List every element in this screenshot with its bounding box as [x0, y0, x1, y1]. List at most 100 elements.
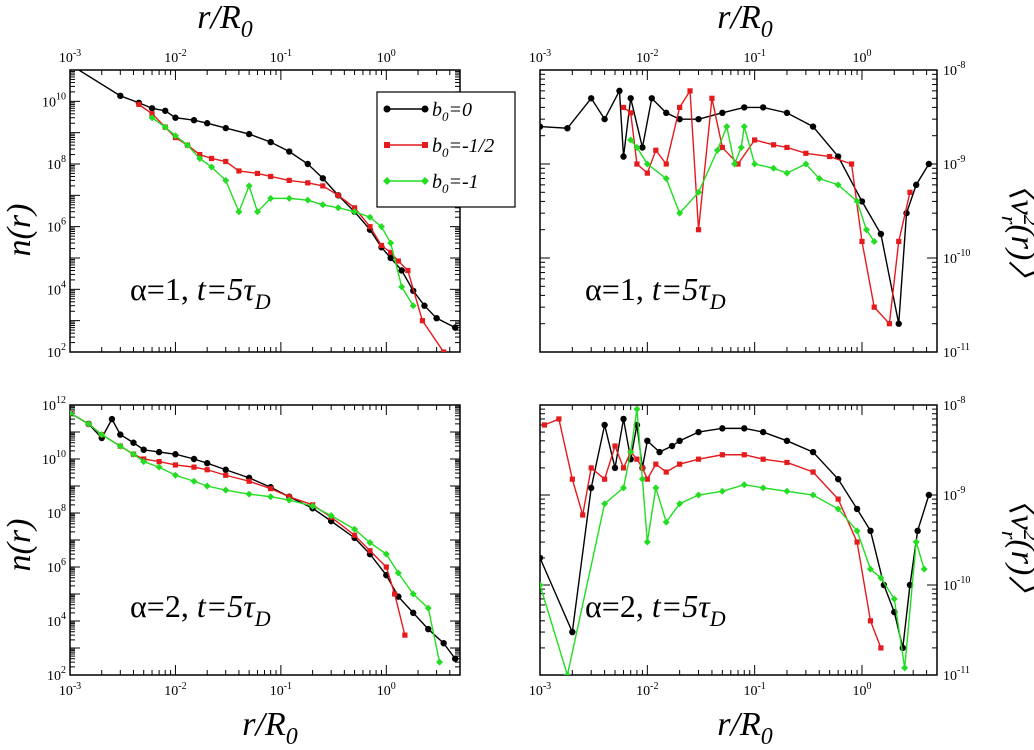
data-point: [663, 469, 669, 475]
x-tick-label-top: 10-1: [270, 48, 292, 66]
y-tick-label: 10-11: [943, 342, 970, 361]
data-point: [580, 512, 586, 518]
data-point: [862, 226, 870, 234]
data-point: [409, 590, 417, 598]
data-point: [563, 671, 571, 675]
data-point: [648, 95, 655, 102]
data-point: [148, 114, 156, 122]
data-point: [203, 459, 211, 467]
data-point: [172, 451, 179, 458]
data-point: [424, 604, 432, 612]
data-point: [627, 136, 635, 144]
x-tick-label-bottom: 10-1: [270, 681, 292, 699]
data-point: [334, 204, 342, 212]
data-point: [677, 104, 683, 111]
data-point: [695, 428, 702, 436]
data-point: [351, 532, 358, 538]
data-point: [588, 484, 595, 492]
y-tick-label: 1012: [42, 395, 66, 414]
svg-text:r/R0: r/R0: [197, 0, 252, 43]
data-point: [367, 548, 373, 554]
data-point: [387, 254, 394, 262]
data-point: [286, 148, 293, 155]
data-point: [695, 456, 702, 462]
data-point: [877, 574, 885, 582]
data-point: [149, 111, 155, 117]
data-point: [890, 595, 898, 603]
data-point: [156, 459, 162, 465]
y-tick-label: 102: [47, 665, 66, 684]
data-point: [784, 459, 790, 466]
svg-text:b0=-1/2: b0=-1/2: [432, 135, 494, 160]
x-tick-label-bottom: 10-1: [743, 681, 765, 699]
legend-marker-diamond: [383, 177, 391, 185]
data-point: [191, 464, 197, 470]
data-point: [171, 471, 179, 479]
data-point: [208, 163, 216, 171]
data-point: [162, 107, 169, 114]
data-point: [556, 416, 562, 422]
data-point: [713, 146, 721, 154]
data-point: [759, 104, 767, 111]
series-line-b0=0: [540, 418, 930, 649]
legend-marker-square: [384, 142, 390, 148]
left-axis-title-bottom: n(r): [1, 519, 38, 572]
panel-annotation: α=1, t=5τD: [130, 271, 271, 314]
data-point: [366, 539, 374, 547]
data-point: [245, 130, 253, 138]
data-point: [540, 554, 544, 562]
svg-text:〈v2r(r)〉: 〈v2r(r)〉: [997, 481, 1034, 610]
data-point: [815, 175, 823, 183]
data-point: [183, 141, 191, 149]
data-point: [740, 481, 748, 489]
y-tick-label: 104: [47, 279, 66, 298]
data-point: [676, 437, 683, 445]
data-point: [172, 114, 179, 121]
data-point: [809, 491, 817, 499]
data-point: [382, 550, 390, 558]
data-point: [676, 209, 684, 217]
data-point: [827, 153, 833, 160]
data-point: [677, 461, 683, 467]
plot-area: [540, 87, 933, 327]
data-point: [853, 527, 861, 535]
data-point: [196, 154, 204, 162]
y-tick-label: 104: [47, 611, 66, 630]
y-tick-label: 10-10: [943, 575, 970, 594]
data-point: [305, 180, 311, 186]
data-point: [634, 161, 640, 167]
data-point: [441, 349, 447, 352]
data-point: [267, 138, 274, 146]
data-point: [116, 442, 124, 450]
data-point: [387, 239, 395, 247]
data-point: [204, 467, 210, 473]
data-point: [723, 123, 731, 131]
data-point: [834, 505, 842, 513]
data-point: [190, 455, 198, 463]
svg-text:n(r): n(r): [1, 519, 38, 572]
y-tick-label: 106: [47, 557, 66, 576]
plot-area: [540, 405, 933, 675]
y-tick-label: 106: [47, 217, 66, 236]
svg-text:b0=-1: b0=-1: [432, 171, 479, 196]
data-point: [388, 249, 394, 256]
data-point: [286, 177, 292, 183]
data-point: [440, 640, 447, 647]
data-point: [222, 466, 229, 473]
data-point: [436, 658, 444, 666]
data-point: [644, 170, 650, 176]
data-point: [398, 283, 406, 291]
data-point: [601, 500, 609, 508]
data-point: [719, 109, 726, 117]
data-point: [140, 458, 148, 466]
x-tick-label-bottom: 10-2: [164, 681, 186, 699]
data-point: [783, 487, 791, 495]
data-point: [285, 194, 293, 202]
data-point: [628, 110, 634, 116]
data-point: [719, 452, 725, 458]
data-point: [627, 95, 634, 102]
data-point: [803, 150, 809, 156]
panel-annotation: α=1, t=5τD: [585, 271, 726, 314]
panel-bottom-left: 10-3 10-2 10-1 100 102 104 106 108 1010 1012 α=2, …: [42, 395, 461, 699]
data-point: [319, 201, 327, 209]
